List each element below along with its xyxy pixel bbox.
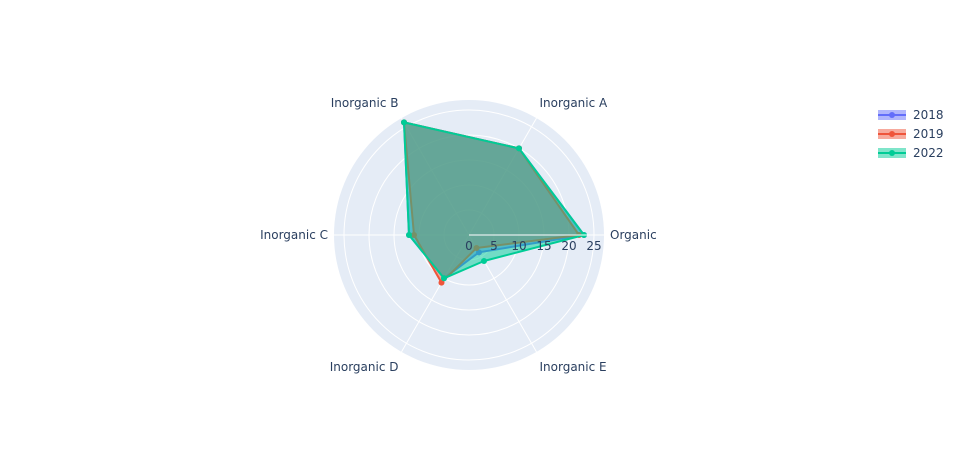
angular-tick-label: Inorganic C [260, 228, 328, 242]
legend-marker [889, 112, 895, 118]
angular-axis: Organic Inorganic A Inorganic B Inorganic C… [260, 96, 657, 374]
radial-tick-label: 5 [490, 239, 498, 253]
radial-tick-label: 25 [586, 239, 601, 253]
data-point [481, 257, 487, 264]
angular-tick-label: Inorganic E [540, 360, 607, 374]
legend-item-2019[interactable]: 2019 [878, 127, 944, 141]
radial-tick-label: 20 [561, 239, 576, 253]
legend-item-2018[interactable]: 2018 [878, 108, 944, 122]
series-2022 [401, 119, 587, 282]
series-layer [401, 119, 587, 286]
radial-tick-label: 10 [511, 239, 526, 253]
angular-tick-label: Organic [610, 228, 657, 242]
data-point [441, 275, 447, 282]
legend-marker [889, 150, 895, 156]
angular-tick-label: Inorganic A [540, 96, 609, 110]
angular-tick-label: Inorganic B [331, 96, 399, 110]
data-point [401, 119, 407, 126]
legend-label: 2019 [913, 127, 944, 141]
angular-tick-label: Inorganic D [330, 360, 399, 374]
radial-axis: 0 5 10 15 20 25 [465, 234, 604, 253]
legend-marker [889, 131, 895, 137]
legend-label: 2018 [913, 108, 944, 122]
radial-tick-label: 0 [465, 239, 473, 253]
data-point [406, 232, 412, 238]
legend[interactable]: 2018 2019 2022 [878, 108, 944, 160]
radial-tick-label: 15 [536, 239, 551, 253]
data-point [516, 145, 522, 152]
legend-item-2022[interactable]: 2022 [878, 146, 944, 160]
legend-label: 2022 [913, 146, 944, 160]
data-point [438, 279, 445, 286]
